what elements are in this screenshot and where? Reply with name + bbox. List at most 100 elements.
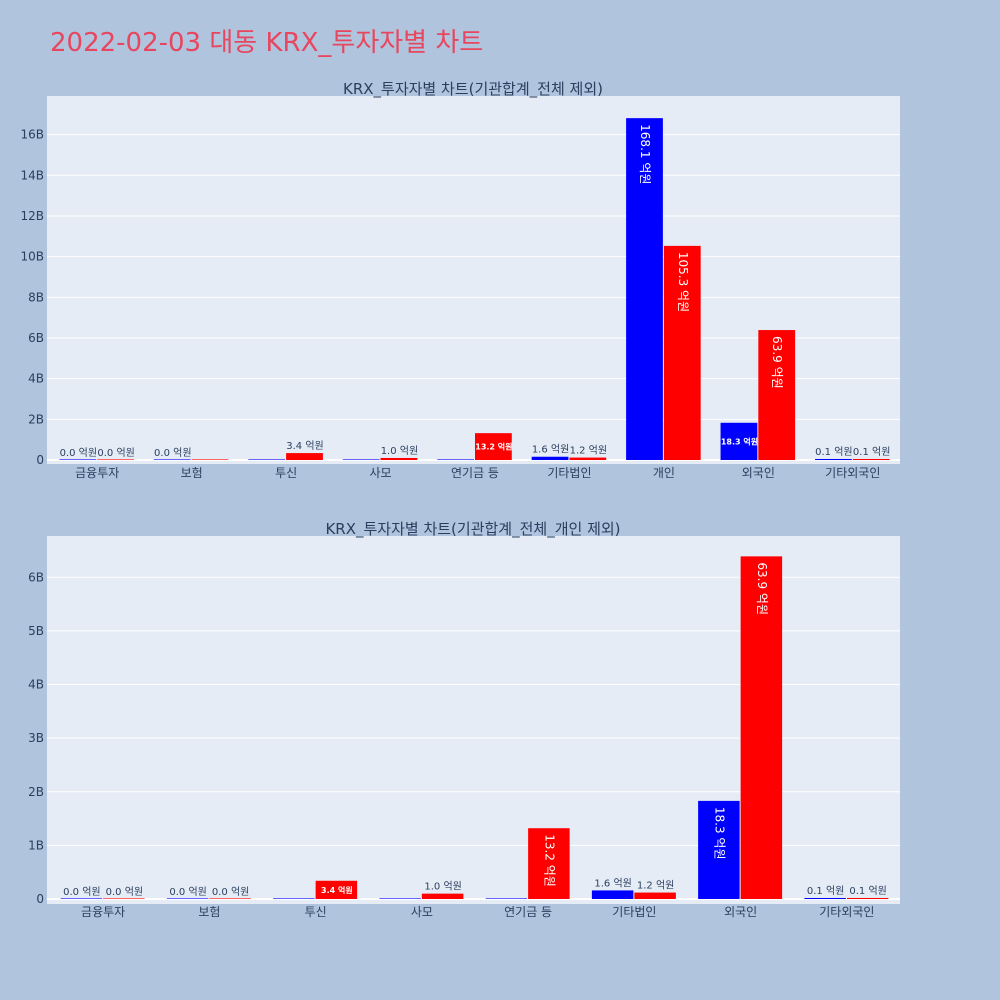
data-label: 105.3 억원 xyxy=(676,252,690,312)
bar xyxy=(475,433,512,460)
x-tick-label: 연기금 등 xyxy=(451,466,499,480)
y-tick-label: 12B xyxy=(20,209,44,223)
data-label: 3.4 억원 xyxy=(286,440,323,452)
data-label: 0.1 억원 xyxy=(849,885,886,897)
data-label: 0.0 억원 xyxy=(169,886,206,898)
bar xyxy=(569,457,607,460)
data-label: 0.0 억원 xyxy=(106,886,143,898)
x-tick-label: 금융투자 xyxy=(75,466,119,480)
x-tick-label: 사모 xyxy=(411,905,433,919)
x-tick-label: 외국인 xyxy=(724,905,757,919)
bar xyxy=(815,459,852,460)
bar xyxy=(740,556,783,899)
x-tick-label: 개인 xyxy=(653,466,675,480)
data-label: 3.4 억원 xyxy=(321,885,353,895)
data-label: 13.2 억원 xyxy=(475,442,512,452)
y-tick-label: 10B xyxy=(20,250,44,264)
y-tick-label: 14B xyxy=(20,168,44,182)
data-label: 0.0 억원 xyxy=(63,886,100,898)
bar xyxy=(342,459,380,460)
y-tick-label: 0 xyxy=(36,892,44,906)
data-label: 0.1 억원 xyxy=(815,446,852,458)
y-tick-label: 2B xyxy=(28,785,44,799)
data-label: 63.9 억원 xyxy=(755,562,769,615)
bar xyxy=(531,456,569,460)
data-label: 1.0 억원 xyxy=(424,881,461,893)
bar xyxy=(421,893,464,899)
y-tick-label: 3B xyxy=(28,731,44,745)
data-label: 1.2 억원 xyxy=(570,445,607,457)
x-tick-label: 기타외국인 xyxy=(825,466,880,480)
page-title: 2022-02-03 대동 KRX_투자자별 차트 xyxy=(50,28,484,58)
y-tick-label: 16B xyxy=(20,128,44,142)
bar xyxy=(758,330,796,460)
y-tick-label: 6B xyxy=(28,331,44,345)
data-label: 63.9 억원 xyxy=(770,336,784,389)
plot-area xyxy=(47,96,900,464)
data-label: 0.1 억원 xyxy=(853,446,890,458)
chart-2: KRX_투자자별 차트(기관합계_전체_개인 제외) 0 1B 2B 3B 4B 5B 6B 금… xyxy=(28,520,900,919)
bar xyxy=(60,898,103,899)
bar xyxy=(626,118,663,461)
bar xyxy=(485,898,528,899)
data-label: 1.2 억원 xyxy=(637,880,674,892)
bar xyxy=(153,459,191,460)
x-tick-label: 투신 xyxy=(275,466,297,480)
y-tick-label: 4B xyxy=(28,678,44,692)
bar xyxy=(437,459,474,460)
y-tick-label: 2B xyxy=(28,412,44,426)
bar xyxy=(166,898,209,899)
x-tick-label: 사모 xyxy=(370,466,392,480)
bar xyxy=(315,880,358,899)
chart-title: KRX_투자자별 차트(기관합계_전체 제외) xyxy=(343,80,603,99)
bar xyxy=(663,245,701,460)
chart-title: KRX_투자자별 차트(기관합계_전체_개인 제외) xyxy=(325,520,620,539)
x-tick-label: 기타법인 xyxy=(547,466,591,480)
bar xyxy=(528,828,570,899)
data-label: 168.1 억원 xyxy=(638,124,652,184)
data-label: 0.0 억원 xyxy=(60,447,97,459)
data-label: 0.1 억원 xyxy=(807,885,844,897)
bar xyxy=(209,898,251,899)
bar xyxy=(97,459,134,460)
y-tick-label: 1B xyxy=(28,838,44,852)
data-label: 0.0 억원 xyxy=(97,447,134,459)
x-tick-label: 보험 xyxy=(181,466,203,480)
bar xyxy=(379,898,421,899)
bar xyxy=(852,459,890,460)
data-label: 13.2 억원 xyxy=(542,834,556,887)
bar xyxy=(191,459,229,460)
y-tick-label: 0 xyxy=(36,453,44,467)
data-label: 1.6 억원 xyxy=(532,444,569,456)
bar xyxy=(846,898,889,899)
x-tick-label: 기타외국인 xyxy=(819,905,874,919)
y-tick-label: 4B xyxy=(28,372,44,386)
y-tick-label: 5B xyxy=(28,624,44,638)
data-label: 18.3 억원 xyxy=(721,436,758,446)
x-tick-label: 기타법인 xyxy=(612,905,656,919)
data-label: 1.6 억원 xyxy=(594,877,631,889)
bar xyxy=(634,892,676,899)
x-tick-label: 외국인 xyxy=(742,466,775,480)
data-label: 1.0 억원 xyxy=(381,445,418,457)
y-tick-label: 8B xyxy=(28,290,44,304)
bar xyxy=(59,459,97,460)
bar xyxy=(273,898,315,899)
bar xyxy=(286,453,323,460)
x-tick-label: 금융투자 xyxy=(81,905,125,919)
x-tick-label: 보험 xyxy=(198,905,220,919)
x-tick-label: 투신 xyxy=(305,905,327,919)
bar xyxy=(103,898,145,899)
data-label: 0.0 억원 xyxy=(154,447,191,459)
bar xyxy=(591,890,634,899)
y-tick-label: 6B xyxy=(28,570,44,584)
x-tick-label: 연기금 등 xyxy=(504,905,552,919)
chart-1: KRX_투자자별 차트(기관합계_전체 제외) 0 2B 4B 6B 8B 10B 12B 14… xyxy=(20,80,900,480)
bar xyxy=(720,422,758,460)
data-label: 0.0 억원 xyxy=(212,886,249,898)
data-label: 18.3 억원 xyxy=(712,807,726,860)
bar xyxy=(380,457,418,460)
bar xyxy=(248,459,286,460)
bar xyxy=(804,898,846,899)
